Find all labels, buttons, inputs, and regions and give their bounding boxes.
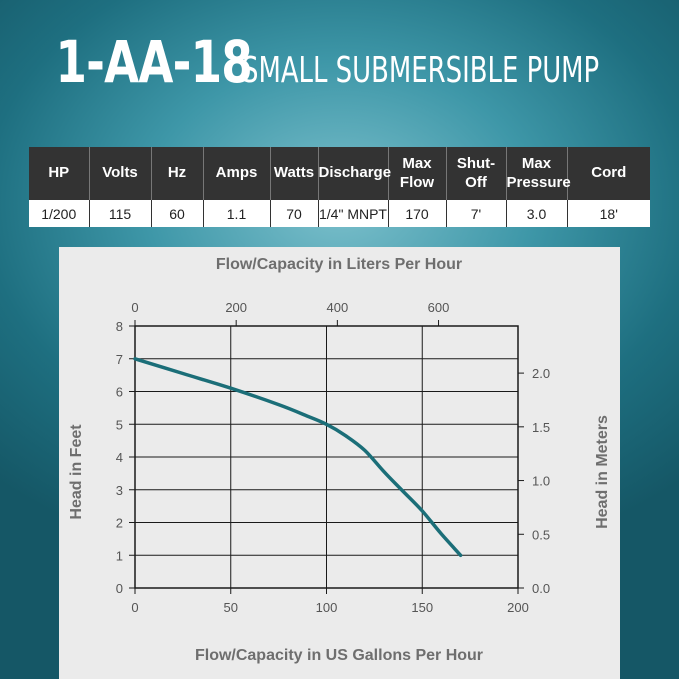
spec-header-discharge: Discharge [318, 147, 391, 200]
y-tick-label-left: 5 [116, 417, 123, 432]
top-tick-label: 200 [225, 300, 247, 315]
spec-header-volts: Volts [89, 147, 152, 200]
right-tick-label: 1.5 [532, 420, 550, 435]
spec-header-cord: Cord [567, 147, 650, 200]
spec-header-watts: Watts [270, 147, 319, 200]
page-title: 1-AA-18 SMALL SUBMERSIBLE PUMP [0, 28, 679, 96]
spec-header-shut-off: Shut-Off [446, 147, 507, 200]
spec-value-cord: 18' [567, 200, 650, 227]
spec-value-row: 1/200 115 60 1.1 70 1/4" MNPT 170 7' 3.0… [29, 200, 650, 227]
grid-layer [135, 326, 518, 588]
x-tick-label: 150 [411, 600, 433, 615]
spec-value-discharge: 1/4" MNPT [318, 200, 389, 227]
spec-header-max-flow: Max Flow [388, 147, 447, 200]
spec-value-watts: 70 [270, 200, 319, 227]
x-axis-title: Flow/Capacity in US Gallons Per Hour [195, 647, 483, 664]
x-tick-label: 50 [224, 600, 238, 615]
y-tick-label-left: 3 [116, 483, 123, 498]
y-axis-title-left: Head in Feet [68, 424, 85, 520]
spec-header-max-pressure: Max Pressure [506, 147, 571, 200]
top-tick-label: 0 [131, 300, 138, 315]
x-tick-label: 0 [131, 600, 138, 615]
x-tick-label: 200 [507, 600, 529, 615]
spec-value-max-flow: 170 [388, 200, 447, 227]
y-tick-label-left: 1 [116, 548, 123, 563]
spec-value-hp: 1/200 [29, 200, 90, 227]
product-subtitle: SMALL SUBMERSIBLE PUMP [242, 50, 600, 91]
right-tick-label: 2.0 [532, 366, 550, 381]
series-layer [133, 357, 463, 558]
spec-header-hp: HP [29, 147, 90, 200]
right-tick-label: 1.0 [532, 474, 550, 489]
x-tick-label: 100 [316, 600, 338, 615]
chart-card: 0 50 100 150 200 0 1 2 3 4 5 6 7 8 0 200 400 600 0.0 0.5 1.0… [59, 247, 620, 679]
top-tick-label: 400 [327, 300, 349, 315]
top-tick-label: 600 [428, 300, 450, 315]
spec-header-hz: Hz [151, 147, 204, 200]
y-tick-label-left: 7 [116, 352, 123, 367]
y-tick-label-left: 0 [116, 581, 123, 596]
y-tick-label-left: 6 [116, 385, 123, 400]
spec-header-row: HP Volts Hz Amps Watts Discharge Max Flow… [29, 147, 650, 200]
spec-value-amps: 1.1 [203, 200, 271, 227]
spec-header-amps: Amps [203, 147, 271, 200]
spec-value-max-pressure: 3.0 [506, 200, 568, 227]
spec-value-shut-off: 7' [446, 200, 507, 227]
y-axis-title-right: Head in Meters [594, 415, 611, 529]
spec-table: HP Volts Hz Amps Watts Discharge Max Flow… [29, 147, 650, 227]
model-number: 1-AA-18 [55, 28, 252, 96]
y-tick-label-left: 8 [116, 319, 123, 334]
top-axis-title: Flow/Capacity in Liters Per Hour [216, 256, 462, 273]
y-tick-label-left: 4 [116, 450, 123, 465]
spec-value-hz: 60 [151, 200, 204, 227]
y-tick-label-left: 2 [116, 516, 123, 531]
right-tick-label: 0.0 [532, 581, 550, 596]
spec-value-volts: 115 [89, 200, 152, 227]
right-tick-label: 0.5 [532, 527, 550, 542]
pump-curve-line [133, 357, 463, 558]
